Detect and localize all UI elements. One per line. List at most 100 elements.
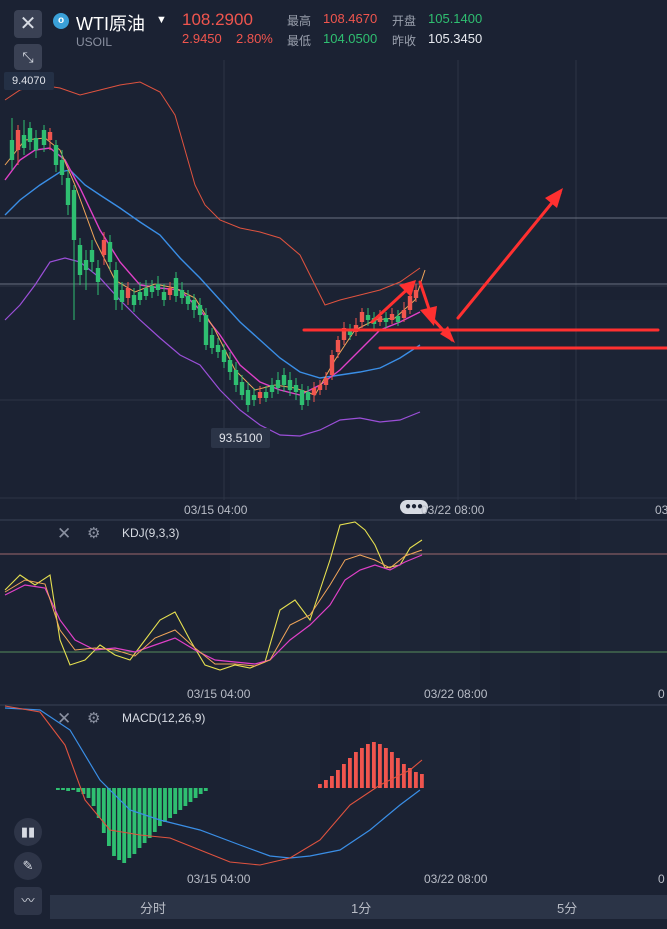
candle-body [101, 240, 107, 255]
tab-5min[interactable]: 5分 [557, 901, 578, 916]
macd-label: MACD(12,26,9) [122, 711, 206, 725]
indicator-button[interactable]: 〰 [14, 887, 42, 915]
macd-bar [178, 788, 183, 810]
macd-bar [158, 788, 162, 826]
candle-body [83, 260, 89, 270]
macd-dea-line [4, 707, 421, 859]
macd-bar [137, 788, 142, 848]
candle-body [71, 190, 77, 240]
low-label: 最低 [287, 34, 312, 48]
kdj-panel [0, 519, 667, 671]
candle-body [335, 340, 341, 352]
kdj-k-line [4, 549, 423, 667]
close-button[interactable]: ✕ [14, 10, 42, 38]
boll-upper-line [4, 81, 421, 306]
chevron-down-icon[interactable]: ▼ [156, 14, 167, 26]
candle-body [143, 288, 149, 296]
macd-bar [183, 788, 188, 806]
candle-body [227, 360, 233, 372]
instrument-symbol: USOIL [76, 35, 113, 49]
macd-date-left: 03/15 04:00 [187, 872, 251, 886]
collapse-button[interactable]: ⤡ [14, 44, 42, 70]
scroll-handle[interactable]: ●●● [400, 500, 428, 514]
kdj-j-line [4, 521, 423, 671]
candle-body [27, 128, 33, 142]
candle-body [119, 290, 125, 302]
candle-body [185, 296, 191, 304]
line-chart-icon: 〰 [21, 893, 35, 908]
macd-bar [366, 744, 370, 788]
macd-bar [336, 770, 340, 788]
close-macd-icon[interactable]: ✕ [57, 709, 72, 728]
candle-body [173, 278, 179, 296]
macd-bar [96, 788, 101, 818]
macd-bar [384, 748, 388, 788]
candle-body [407, 296, 413, 310]
macd-bar [360, 748, 364, 788]
macd-histogram [56, 742, 424, 863]
macd-bar [71, 788, 76, 790]
kdj-label: KDJ(9,3,3) [122, 526, 180, 540]
annotation-drawings[interactable] [302, 191, 667, 350]
arrow-up-long[interactable] [456, 191, 562, 320]
macd-bar [420, 774, 424, 788]
macd-bar [408, 768, 412, 788]
candle-body [401, 310, 407, 318]
macd-bar [342, 764, 346, 788]
macd-bar [324, 780, 328, 788]
candle-body [125, 288, 131, 298]
candle-body [191, 300, 197, 310]
candle-body [59, 160, 65, 175]
candle-body [203, 315, 209, 345]
candle-body [413, 290, 419, 298]
candle-body [89, 250, 95, 262]
candle-body [317, 385, 323, 390]
candle-body [287, 380, 293, 390]
candle-body [311, 388, 317, 395]
tab-timeshare[interactable]: 分时 [140, 901, 167, 916]
candle-body [365, 315, 371, 320]
candle-body [161, 292, 167, 300]
candle-body [47, 132, 53, 140]
tab-1min[interactable]: 1分 [351, 901, 372, 916]
settings-macd-icon[interactable]: ⚙ [87, 710, 101, 727]
candle-body [389, 314, 395, 320]
macd-bar [56, 788, 60, 790]
candle-body [281, 375, 287, 385]
candle-body [149, 286, 155, 292]
candle-style-button[interactable]: ▮▮ [14, 818, 42, 846]
candle-body [323, 378, 329, 385]
candle-body [65, 178, 71, 205]
macd-bar [402, 764, 406, 788]
macd-date-right: 03/22 08:00 [424, 872, 488, 886]
price-change: 2.9450 [182, 31, 222, 46]
low-price-tag: 93.5100 [211, 428, 271, 448]
candle-body [233, 370, 239, 385]
macd-bar [112, 788, 116, 856]
candle-body [275, 380, 281, 388]
candle-body [221, 350, 227, 362]
settings-kdj-icon[interactable]: ⚙ [87, 525, 101, 542]
macd-bar [348, 758, 352, 788]
arrow-heads [399, 188, 563, 343]
close-kdj-icon[interactable]: ✕ [57, 524, 72, 543]
close-icon: ✕ [19, 13, 37, 35]
candle-body [347, 330, 353, 335]
boll-mid-line [4, 169, 421, 379]
draw-button[interactable]: ✎ [14, 852, 42, 880]
header-bar: ✕ o WTI原油 ▼ USOIL 108.2900 2.9450 2.80% … [0, 0, 667, 58]
candle-body [9, 140, 15, 160]
macd-bar [142, 788, 147, 843]
candle-body [155, 284, 161, 290]
macd-bar [152, 788, 157, 832]
instrument-title[interactable]: WTI原油 [76, 14, 145, 34]
macd-bar [127, 788, 132, 858]
macd-bar [198, 788, 203, 794]
candle-body [209, 335, 215, 348]
high-label: 最高 [287, 14, 312, 28]
candle-body [257, 392, 263, 398]
candle-body [383, 318, 389, 322]
low-value: 104.0500 [323, 31, 378, 46]
open-value: 105.1400 [428, 11, 483, 26]
